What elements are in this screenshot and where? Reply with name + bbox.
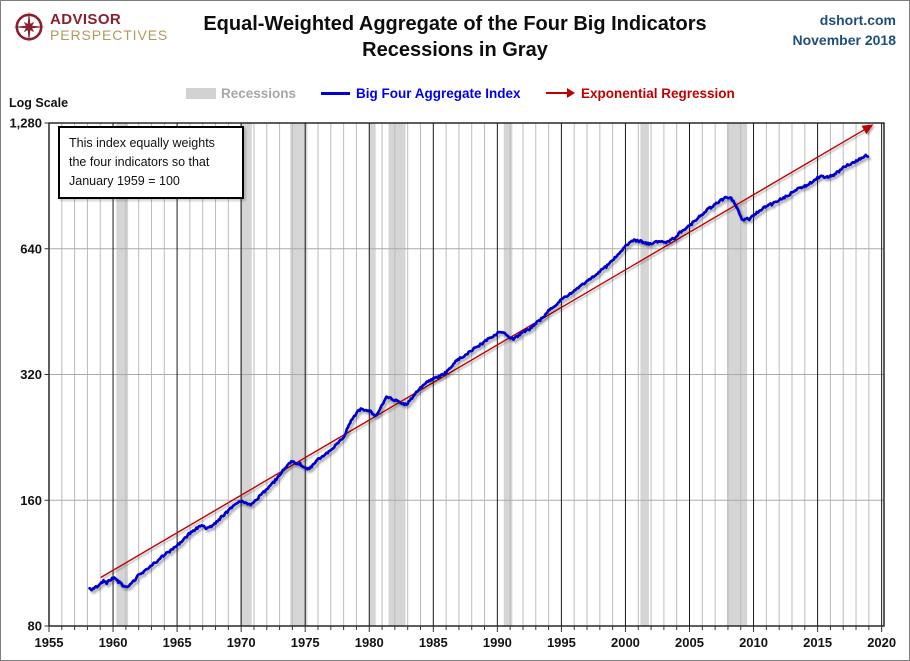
annotation-line2: the four indicators so that xyxy=(69,154,210,169)
svg-text:160: 160 xyxy=(20,493,42,508)
advisor-perspectives-logo: ADVISOR PERSPECTIVES xyxy=(12,10,168,44)
legend-item-recessions: Recessions xyxy=(186,84,296,102)
red-arrow-swatch xyxy=(546,88,575,98)
axis-ticks xyxy=(44,122,883,632)
x-axis-labels: 1955 1960 1965 1970 1975 1980 1985 1990 1995 2000… xyxy=(35,635,897,650)
svg-text:2000: 2000 xyxy=(611,635,640,650)
svg-text:1990: 1990 xyxy=(483,635,512,650)
recession-swatch xyxy=(186,87,216,99)
svg-text:1980: 1980 xyxy=(355,635,384,650)
annotation-box: This index equally weights the four indi… xyxy=(58,126,244,200)
svg-text:2020: 2020 xyxy=(867,635,896,650)
legend-label-recessions: Recessions xyxy=(221,85,297,101)
legend-item-big-four: Big Four Aggregate Index xyxy=(321,84,521,102)
regression-line xyxy=(100,124,874,579)
chart-title-line1: Equal-Weighted Aggregate of the Four Big… xyxy=(203,13,707,35)
svg-text:1995: 1995 xyxy=(547,635,576,650)
svg-text:1955: 1955 xyxy=(35,635,64,650)
chart-title-line2: Recessions in Gray xyxy=(362,39,548,61)
svg-text:2005: 2005 xyxy=(675,635,704,650)
source-block: dshort.com November 2018 xyxy=(792,10,896,50)
svg-text:2010: 2010 xyxy=(739,635,768,650)
svg-text:320: 320 xyxy=(20,367,42,382)
chart-title: Equal-Weighted Aggregate of the Four Big… xyxy=(151,11,759,63)
legend-label-big-four: Big Four Aggregate Index xyxy=(356,85,521,101)
blue-line-swatch xyxy=(321,91,350,95)
annotation-line1: This index equally weights xyxy=(69,136,215,150)
legend-item-regression: Exponential Regression xyxy=(546,84,735,102)
major-gridlines xyxy=(112,123,883,626)
logo-text: ADVISOR PERSPECTIVES xyxy=(50,12,168,42)
svg-text:2015: 2015 xyxy=(803,635,832,650)
svg-text:1985: 1985 xyxy=(419,635,448,650)
svg-text:1965: 1965 xyxy=(163,635,192,650)
source-date: November 2018 xyxy=(792,32,896,48)
svg-text:1,280: 1,280 xyxy=(9,116,42,131)
source-site: dshort.com xyxy=(819,12,896,28)
logo-word-advisor: ADVISOR xyxy=(50,11,122,28)
svg-text:1975: 1975 xyxy=(291,635,320,650)
svg-text:640: 640 xyxy=(20,241,42,256)
aggregate-index-line xyxy=(88,153,870,592)
svg-text:1970: 1970 xyxy=(227,635,256,650)
logo-word-perspectives: PERSPECTIVES xyxy=(50,27,169,43)
annotation-line3: January 1959 = 100 xyxy=(69,173,180,188)
log-scale-label: Log Scale xyxy=(9,96,69,110)
horizontal-gridlines xyxy=(49,248,884,501)
svg-text:80: 80 xyxy=(28,619,42,634)
compass-rose-icon xyxy=(13,11,45,43)
y-axis-labels: 1,280 640 320 160 80 xyxy=(9,116,42,634)
legend-label-regression: Exponential Regression xyxy=(581,85,735,101)
svg-text:1960: 1960 xyxy=(99,635,128,650)
